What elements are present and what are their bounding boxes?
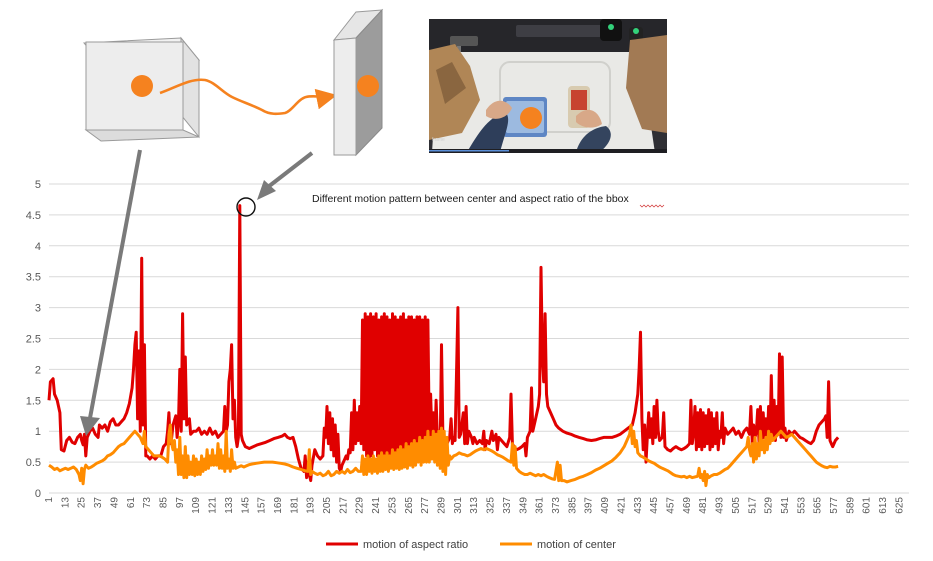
legend-label-center: motion of center [537,539,616,551]
x-tick-label: 481 [698,497,709,514]
x-tick-label: 229 [355,497,366,514]
x-tick-label: 325 [486,497,497,514]
series-line-aspect-ratio [47,204,840,483]
spellcheck-squiggle [639,204,665,208]
x-tick-label: 493 [715,497,726,514]
y-tick-label: 2.5 [26,334,41,346]
bbox-center-dot-side-icon [357,75,379,97]
chart-annotation: Different motion pattern between center … [312,193,630,205]
x-tick-label: 433 [633,497,644,514]
x-tick-label: 349 [518,497,529,514]
x-tick-label: 25 [77,497,88,509]
hand-object-photo: frame [429,19,667,153]
x-tick-label: 613 [878,497,889,514]
x-tick-label: 13 [60,497,71,509]
x-tick-label: 205 [322,497,333,514]
x-tick-label: 97 [175,497,186,509]
y-tick-label: 4 [35,241,41,253]
bbox-cube-front-icon [82,36,201,142]
arrow-to-trough-icon [80,149,142,436]
x-tick-label: 601 [862,497,873,514]
x-tick-label: 217 [338,497,349,514]
y-tick-label: 2 [35,364,41,376]
x-tick-label: 457 [665,497,676,514]
gridlines [49,183,909,494]
y-tick-label: 3 [35,303,41,315]
x-tick-label: 529 [764,497,775,514]
x-tick-label: 565 [813,497,824,514]
x-tick-label: 85 [158,497,169,509]
x-tick-label: 253 [387,497,398,514]
y-tick-label: 5 [35,179,41,191]
series-line-center [48,423,839,488]
x-tick-label: 445 [649,497,660,514]
x-tick-label: 385 [567,497,578,514]
x-tick-label: 553 [796,497,807,514]
x-tick-label: 397 [584,497,595,514]
x-tick-label: 265 [404,497,415,514]
y-tick-label: 3.5 [26,272,41,284]
x-axis: 1 13 25 37 49 61 73 85 97 109 121 133 145 157 169 181 19… [44,497,905,514]
motion-path-icon [159,78,338,116]
x-tick-label: 469 [682,497,693,514]
x-tick-label: 109 [191,497,202,514]
x-tick-label: 361 [535,497,546,514]
x-tick-label: 625 [894,497,905,514]
x-tick-label: 121 [208,497,219,514]
x-tick-label: 517 [747,497,758,514]
legend: motion of aspect ratio motion of center [326,539,616,551]
legend-label-aspect-ratio: motion of aspect ratio [363,539,468,551]
arrow-to-peak-icon [257,151,314,200]
x-tick-label: 409 [600,497,611,514]
x-tick-label: 145 [240,497,251,514]
x-tick-label: 313 [469,497,480,514]
x-tick-label: 337 [502,497,513,514]
x-tick-label: 1 [44,497,55,503]
x-tick-label: 421 [616,497,627,514]
x-tick-label: 301 [453,497,464,514]
x-tick-label: 577 [829,497,840,514]
x-tick-label: 589 [845,497,856,514]
x-tick-label: 157 [257,497,268,514]
bbox-center-dot-icon [131,75,153,97]
x-tick-label: 133 [224,497,235,514]
y-tick-label: 4.5 [26,210,41,222]
x-tick-label: 289 [437,497,448,514]
bbox-slab-side-icon [332,8,384,157]
y-tick-label: 1.5 [26,395,41,407]
y-axis: 0 0.5 1 1.5 2 2.5 3 3.5 4 4.5 5 [26,179,41,500]
plot-area [47,204,840,488]
x-tick-label: 181 [289,497,300,514]
peak-highlight-circle [236,197,256,217]
y-tick-label: 1 [35,426,41,438]
x-tick-label: 193 [306,497,317,514]
x-tick-label: 49 [109,497,120,509]
y-tick-label: 0 [35,488,41,500]
x-tick-label: 373 [551,497,562,514]
x-tick-label: 169 [273,497,284,514]
x-tick-label: 61 [126,497,137,509]
x-tick-label: 505 [731,497,742,514]
photo-frame-label: frame [432,137,445,143]
x-tick-label: 241 [371,497,382,514]
x-tick-label: 37 [93,497,104,509]
x-tick-label: 541 [780,497,791,514]
x-tick-label: 277 [420,497,431,514]
x-tick-label: 73 [142,497,153,509]
y-tick-label: 0.5 [26,457,41,469]
